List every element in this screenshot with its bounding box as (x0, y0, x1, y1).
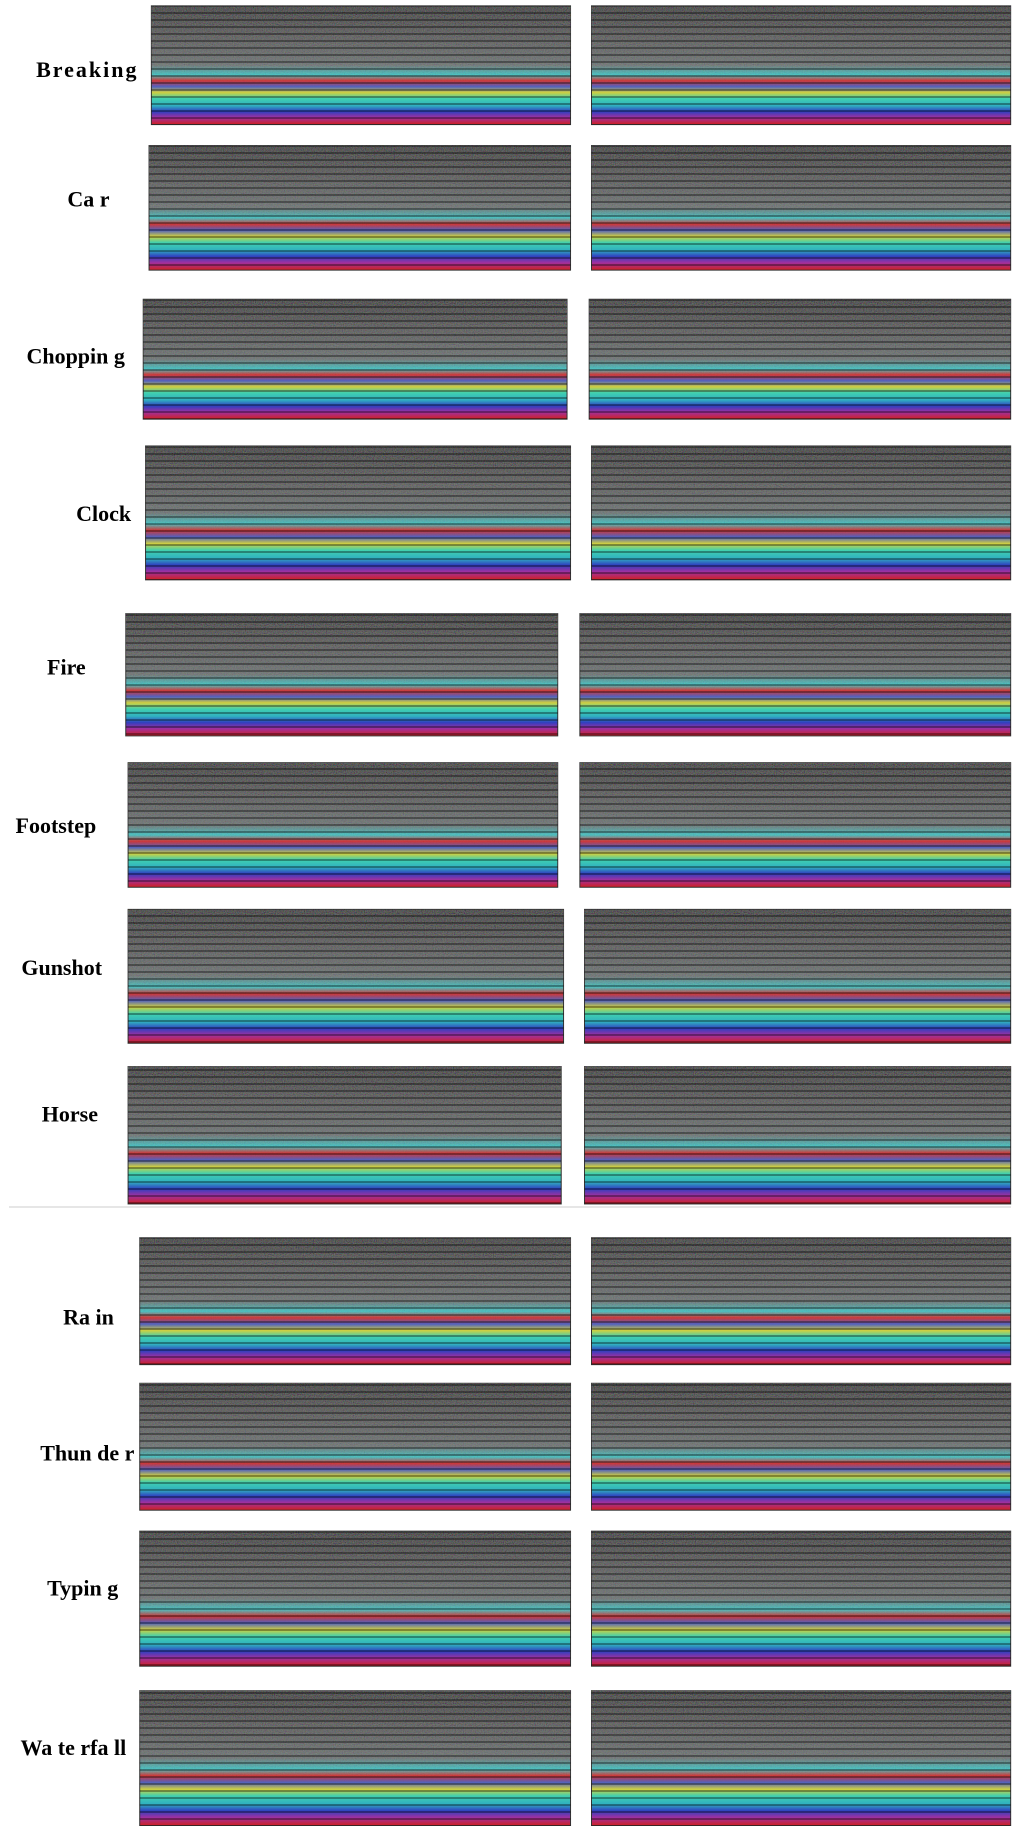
spectrogram-bands (591, 1691, 1010, 1826)
spectrogram-bands (585, 909, 1011, 1043)
spectrogram-bands (589, 299, 1011, 419)
spectrogram-bands (140, 1383, 571, 1510)
row-label: Fire (47, 655, 86, 680)
spectrogram-bands (140, 1238, 571, 1365)
row-label: Footstep (16, 813, 97, 838)
spectrogram-bands (591, 6, 1010, 125)
row-label: Gunshot (21, 955, 102, 980)
spectrogram-bands (128, 909, 563, 1043)
row-label: Ra in (63, 1304, 114, 1329)
row-label: Clock (76, 501, 132, 526)
spectrogram-bands (591, 1238, 1010, 1365)
spectrogram-bands (128, 763, 558, 888)
row-label: Breaking (36, 57, 138, 82)
spectrogram-bands (580, 614, 1011, 736)
row-label: Thun de r (40, 1441, 134, 1466)
row-label: Choppin g (26, 344, 124, 369)
spectrogram-bands (128, 1067, 561, 1204)
page: Breaking Ca r Choppin g Clock Fire Footstep Gu… (0, 0, 1013, 1826)
spectrogram-bands (580, 763, 1011, 888)
spectrogram-bands (140, 1691, 571, 1826)
spectrogram-bands (151, 6, 570, 125)
row-label: Wa te rfa ll (21, 1735, 127, 1760)
figure: Breaking Ca r Choppin g Clock Fire Footstep Gu… (0, 0, 1013, 1826)
spectrogram-bands (140, 1531, 571, 1666)
spectrogram-bands (591, 1383, 1010, 1510)
spectrogram-bands (591, 1531, 1010, 1666)
spectrogram-bands (591, 446, 1010, 580)
spectrogram-bands (146, 446, 571, 580)
spectrogram-bands (591, 146, 1010, 271)
row-label: Ca r (67, 186, 109, 211)
spectrogram-bands (143, 299, 567, 419)
row-label: Typin g (47, 1576, 118, 1601)
spectrogram-bands (149, 146, 571, 271)
spectrogram-bands (585, 1067, 1011, 1204)
row-label: Horse (42, 1102, 98, 1127)
spectrogram-bands (126, 614, 558, 736)
